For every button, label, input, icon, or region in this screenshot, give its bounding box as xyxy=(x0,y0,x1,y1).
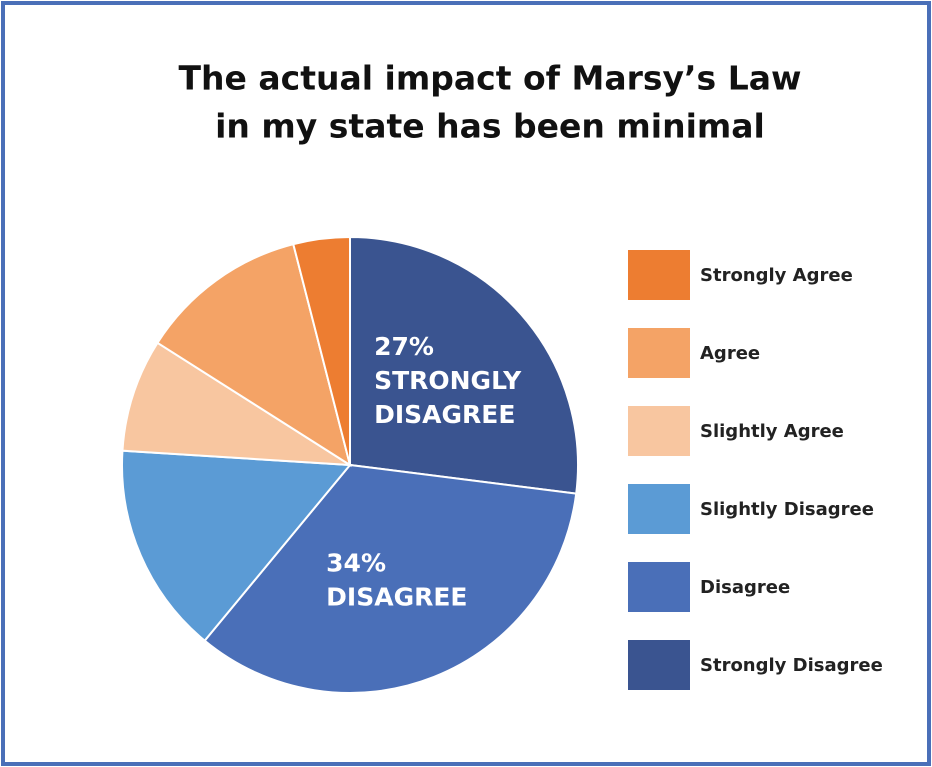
legend-label: Strongly Agree xyxy=(700,265,853,286)
legend-swatch xyxy=(628,640,690,690)
slice-label: DISAGREE xyxy=(374,400,515,429)
pie-slice xyxy=(292,235,351,466)
pie-slice xyxy=(121,449,353,643)
legend-swatch xyxy=(628,328,690,378)
legend-swatch xyxy=(628,484,690,534)
legend-label: Disagree xyxy=(700,577,790,598)
pie-slice xyxy=(156,242,352,468)
legend-swatch xyxy=(628,406,690,456)
chart-title: The actual impact of Marsy’s Law xyxy=(179,59,802,98)
pie-slice xyxy=(203,463,578,694)
legend-label: Slightly Agree xyxy=(700,421,844,442)
data-label: 34% xyxy=(326,549,386,578)
legend-label: Slightly Disagree xyxy=(700,499,874,520)
pie-slice xyxy=(121,341,351,466)
slice-label: STRONGLY xyxy=(374,366,522,395)
data-label: 27% xyxy=(374,332,434,361)
pie-slice xyxy=(349,235,579,495)
slice-label: DISAGREE xyxy=(326,583,467,612)
legend-swatch xyxy=(628,562,690,612)
chart-title: in my state has been minimal xyxy=(215,107,765,146)
legend-label: Strongly Disagree xyxy=(700,655,883,676)
legend-swatch xyxy=(628,250,690,300)
legend-label: Agree xyxy=(700,343,760,364)
